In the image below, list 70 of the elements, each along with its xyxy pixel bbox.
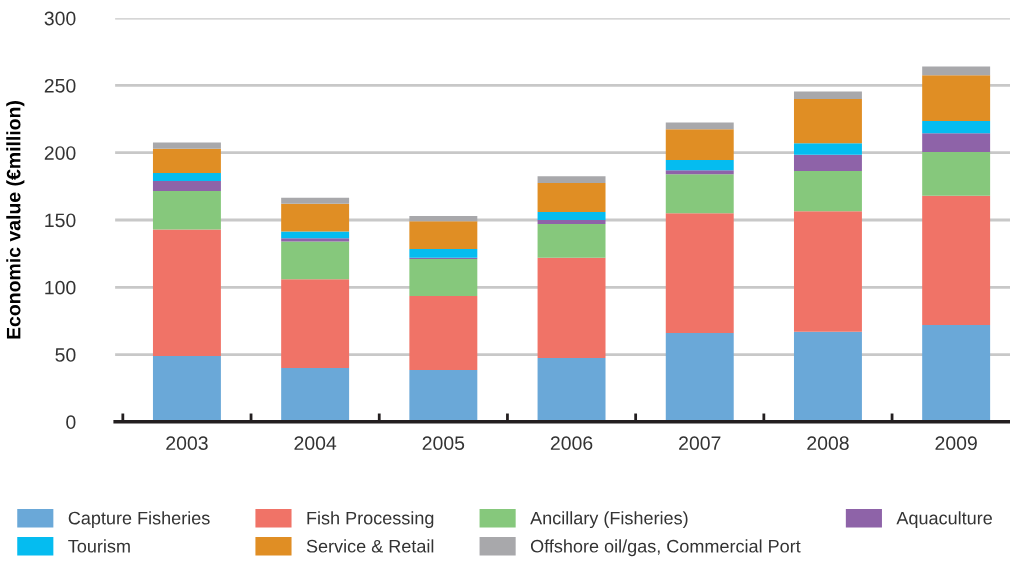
- bar: [537, 224, 606, 258]
- bar: [281, 241, 350, 280]
- bar: [281, 238, 350, 242]
- bar: [537, 182, 606, 212]
- legend-label: Service & Retail: [306, 539, 434, 553]
- bar: [665, 170, 734, 175]
- x-tick-label: 2004: [294, 436, 337, 451]
- bar: [922, 195, 991, 325]
- bar: [281, 368, 350, 422]
- bar: [281, 197, 350, 204]
- bar: [152, 172, 221, 181]
- y-tick-label: 150: [45, 213, 76, 228]
- bar: [793, 170, 862, 212]
- bar: [409, 221, 478, 249]
- bar: [793, 211, 862, 332]
- bar: [922, 121, 991, 134]
- bar: [281, 231, 350, 239]
- bar: [665, 122, 734, 130]
- bar: [537, 176, 606, 183]
- bar: [409, 296, 478, 371]
- bar: [152, 148, 221, 173]
- x-tick-label: 2003: [166, 436, 208, 451]
- legend-label: Aquaculture: [896, 511, 992, 529]
- x-tick-label: 2008: [807, 436, 849, 451]
- y-tick-label: 200: [44, 146, 76, 160]
- bar: [793, 143, 862, 155]
- x-tick-label: 2005: [422, 436, 465, 451]
- bar: [152, 142, 221, 149]
- bar: [152, 180, 221, 192]
- bar: [665, 213, 734, 334]
- bar: [537, 211, 606, 220]
- y-tick-label: 250: [44, 78, 76, 93]
- bar: [409, 259, 478, 297]
- bar: [152, 355, 221, 422]
- bar: [537, 257, 606, 358]
- bar: [152, 229, 221, 356]
- bar: [922, 66, 991, 76]
- x-tick-label: 2006: [550, 436, 593, 451]
- bar: [665, 129, 734, 161]
- x-tick-label: 2009: [935, 436, 977, 451]
- bar: [409, 370, 478, 422]
- y-tick-label: 300: [44, 11, 76, 26]
- bar: [409, 215, 478, 222]
- legend-label: Offshore oil/gas, Commercial Port: [530, 539, 801, 557]
- bar: [922, 75, 991, 122]
- x-tick-label: 2007: [679, 436, 721, 451]
- legend-label: Tourism: [68, 539, 130, 553]
- y-tick-label: 100: [45, 280, 76, 295]
- bar: [922, 324, 991, 422]
- bar: [922, 133, 991, 153]
- bar: [665, 160, 734, 171]
- bar: [537, 357, 606, 422]
- y-tick-label: 0: [66, 415, 76, 430]
- bar: [922, 152, 991, 196]
- y-axis-title: Economic value (€million): [6, 101, 25, 339]
- bar: [152, 191, 221, 230]
- bar: [793, 98, 862, 144]
- bar: [409, 248, 478, 258]
- bar: [281, 279, 350, 369]
- legend-label: Fish Processing: [307, 511, 434, 529]
- bar: [281, 203, 350, 232]
- bar: [793, 91, 862, 99]
- bar: [537, 220, 606, 225]
- y-tick-label: 50: [55, 348, 76, 362]
- bar: [793, 331, 862, 422]
- legend-label: Capture Fisheries: [68, 511, 210, 529]
- legend-label: Ancillary (Fisheries): [530, 511, 688, 529]
- bar: [793, 154, 862, 171]
- bar: [665, 174, 734, 214]
- bar: [665, 333, 734, 422]
